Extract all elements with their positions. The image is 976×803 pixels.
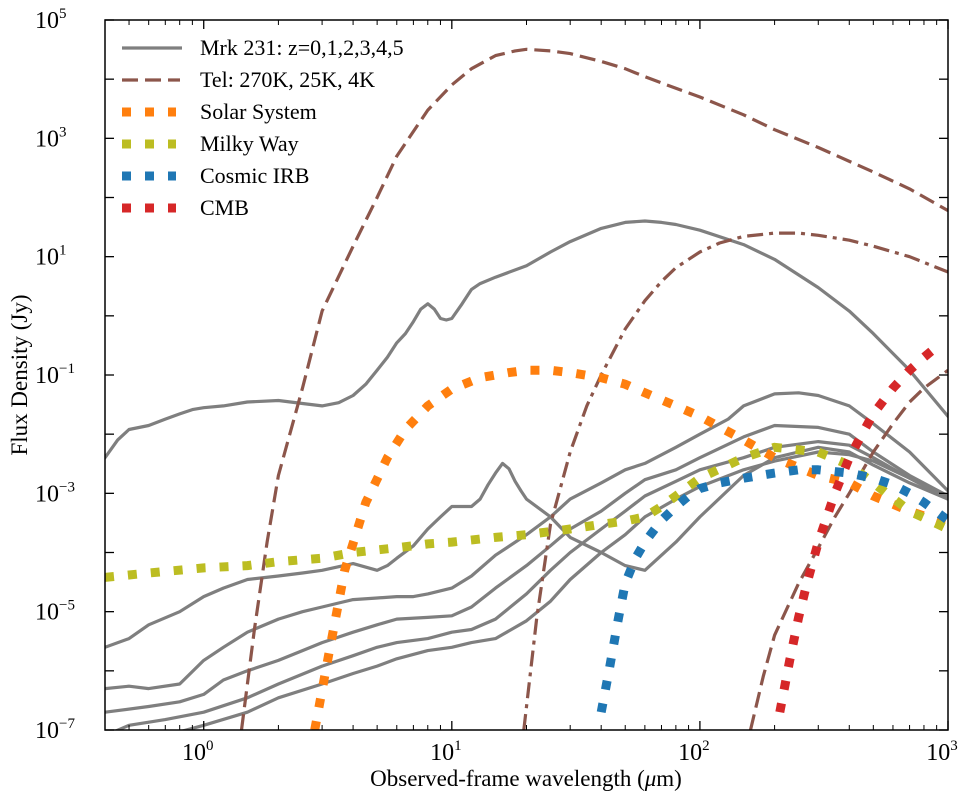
legend: Mrk 231: z=0,1,2,3,4,5 Tel: 270K, 25K, 4K… xyxy=(122,35,404,220)
y-tick-label-exponent: 3 xyxy=(59,124,67,140)
x-axis-label: Observed-frame wavelength (μm) xyxy=(370,766,682,791)
x-tick-label: 100 xyxy=(182,738,214,766)
y-tick-label-exponent: −1 xyxy=(59,361,75,377)
legend-entry: Mrk 231: z=0,1,2,3,4,5 xyxy=(122,35,404,60)
series-line-tel-4k xyxy=(748,369,948,730)
x-axis-label-mu: μ xyxy=(644,766,657,791)
y-tick-label-exponent: −5 xyxy=(59,598,75,614)
legend-label: Tel: 270K, 25K, 4K xyxy=(200,67,375,92)
x-tick-label: 101 xyxy=(430,738,462,766)
legend-label: Cosmic IRB xyxy=(200,163,309,188)
y-tick-label: 105 xyxy=(35,6,67,34)
legend-entry: Solar System xyxy=(122,99,317,124)
legend-entry: CMB xyxy=(122,195,249,220)
series-line-cmb xyxy=(775,343,940,714)
x-tick-label-exponent: 0 xyxy=(206,738,214,754)
legend-label: Solar System xyxy=(200,99,317,124)
y-tick-label-base: 10 xyxy=(35,718,59,744)
series-line-mrk-231-z-0 xyxy=(105,219,948,460)
series-line-milky-way xyxy=(105,442,948,582)
legend-label: CMB xyxy=(200,195,249,220)
series-line-mrk-231-z-1 xyxy=(105,445,948,649)
legend-entry: Tel: 270K, 25K, 4K xyxy=(122,67,375,92)
x-axis-label-suffix: m) xyxy=(656,766,682,791)
x-tick-label-exponent: 2 xyxy=(702,738,710,754)
plot-frame xyxy=(104,19,949,731)
x-tick-label-base: 10 xyxy=(182,740,206,766)
y-tick-label-exponent: 1 xyxy=(59,243,67,259)
x-tick-label-base: 10 xyxy=(926,740,950,766)
y-tick-label-exponent: −3 xyxy=(59,479,75,495)
series-line-tel-25k xyxy=(522,231,948,730)
y-tick-label: 10−3 xyxy=(35,479,75,507)
y-tick-label: 10−1 xyxy=(35,361,75,389)
legend-label: Mrk 231: z=0,1,2,3,4,5 xyxy=(200,35,404,60)
y-tick-label-base: 10 xyxy=(35,600,59,626)
series-line-tel-270k xyxy=(239,47,948,730)
legend-entry: Cosmic IRB xyxy=(122,163,309,188)
y-tick-label-base: 10 xyxy=(35,8,59,34)
x-tick-label-exponent: 1 xyxy=(454,738,462,754)
y-tick-label: 103 xyxy=(35,124,67,152)
y-tick-label-exponent: −7 xyxy=(59,716,75,732)
y-tick-label: 101 xyxy=(35,243,67,271)
series-line-solar-system xyxy=(310,365,948,730)
x-tick-label-base: 10 xyxy=(678,740,702,766)
x-tick-label-base: 10 xyxy=(430,740,454,766)
legend-label: Milky Way xyxy=(200,131,299,156)
series-layer xyxy=(105,47,948,730)
y-axis-label: Flux Density (Jy) xyxy=(7,295,32,456)
series-line-cosmic-irb xyxy=(596,465,948,714)
y-tick-label-base: 10 xyxy=(35,126,59,152)
legend-entry: Milky Way xyxy=(122,131,299,156)
x-axis-label-prefix: Observed-frame wavelength ( xyxy=(370,766,645,791)
y-tick-label-base: 10 xyxy=(35,363,59,389)
series-line-mrk-231-z-2 xyxy=(105,391,948,691)
series-line-mrk-231-z-4 xyxy=(114,440,948,730)
y-tick-label-exponent: 5 xyxy=(59,6,67,22)
y-tick-label: 10−5 xyxy=(35,598,75,626)
y-tick-label-base: 10 xyxy=(35,245,59,271)
y-tick-label: 10−7 xyxy=(35,716,75,744)
series-line-mrk-231-z-3 xyxy=(105,423,948,714)
x-tick-label: 103 xyxy=(926,738,958,766)
x-tick-label: 102 xyxy=(678,738,710,766)
x-tick-label-exponent: 3 xyxy=(950,738,958,754)
y-tick-label-base: 10 xyxy=(35,481,59,507)
